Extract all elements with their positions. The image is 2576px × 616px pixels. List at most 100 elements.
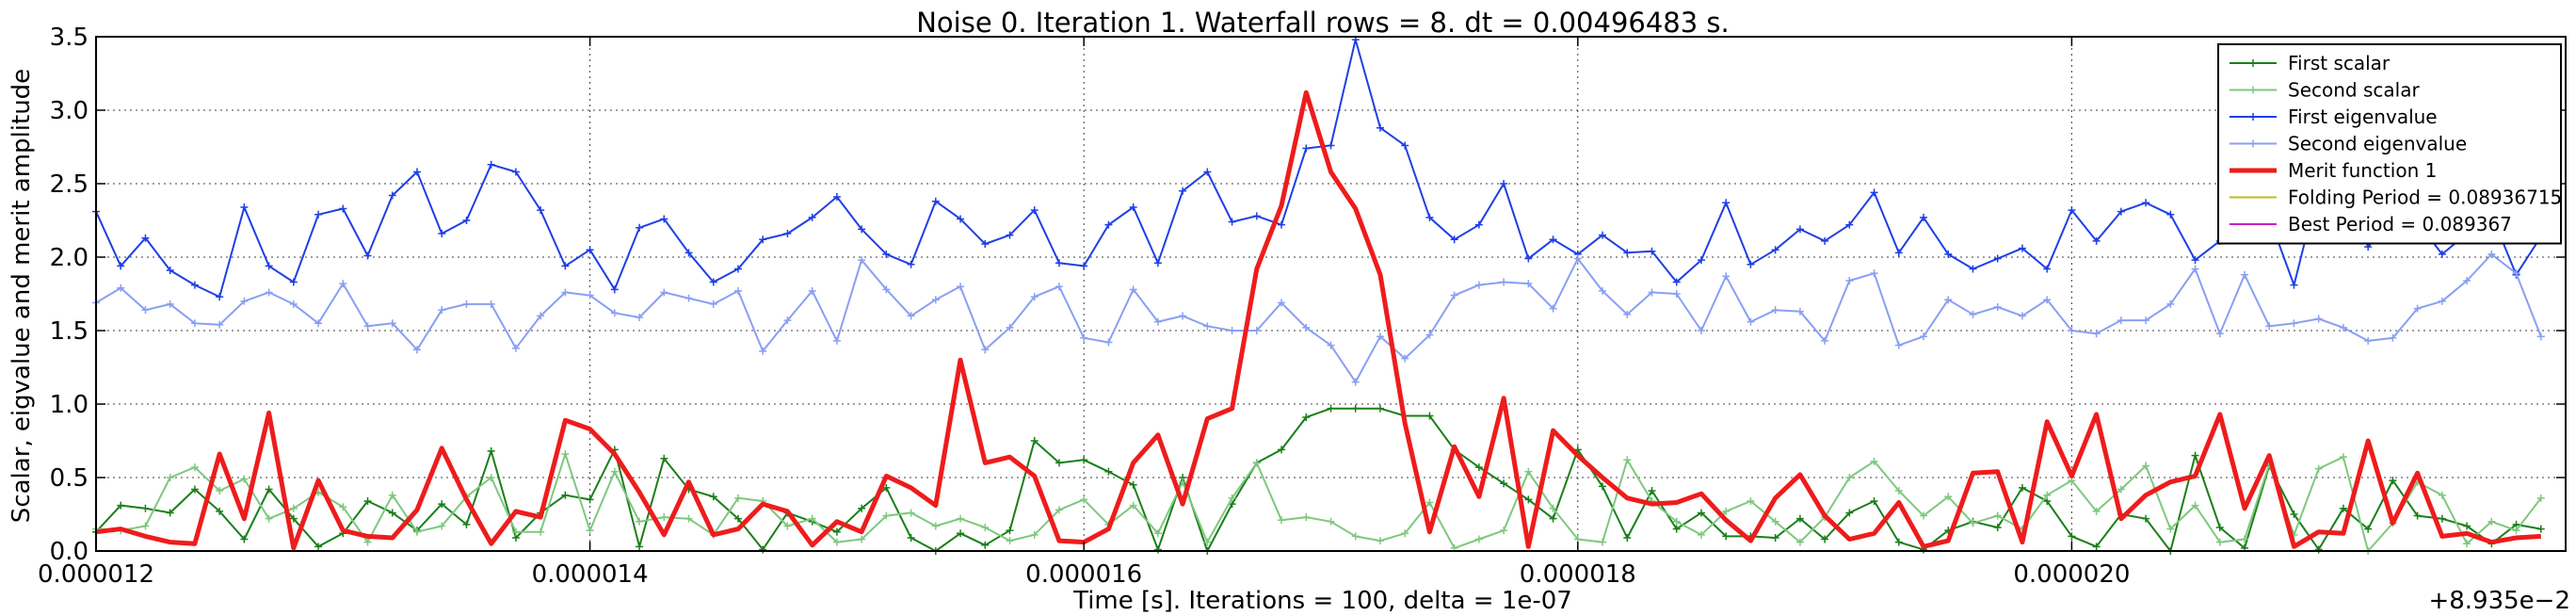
- x-tick-label: 0.000014: [532, 560, 649, 589]
- data-point-marker: [1030, 437, 1038, 445]
- y-tick-label: 1.0: [50, 391, 89, 419]
- legend-entry: Second scalar: [2230, 79, 2420, 102]
- data-point-marker: [2166, 525, 2175, 533]
- data-point-marker: [1080, 495, 1088, 504]
- data-point-marker: [931, 296, 940, 304]
- data-point-marker: [1351, 378, 1360, 386]
- data-point-marker: [610, 309, 619, 317]
- chart-title: Noise 0. Iteration 1. Waterfall rows = 8…: [916, 7, 1730, 39]
- data-point-marker: [1425, 412, 1434, 420]
- data-point-marker: [2068, 206, 2076, 215]
- series-line: [95, 252, 2542, 383]
- data-point-marker: [1845, 474, 1854, 481]
- data-point-marker: [363, 496, 372, 505]
- data-point-marker: [487, 474, 495, 481]
- data-point-marker: [1697, 327, 1705, 334]
- data-point-marker: [141, 522, 150, 530]
- data-point-marker: [808, 213, 816, 221]
- data-point-marker: [2536, 525, 2545, 533]
- data-point-marker: [2142, 462, 2150, 470]
- data-point-marker: [1104, 220, 1113, 229]
- data-point-marker: [1278, 446, 1286, 454]
- data-point-marker: [216, 487, 224, 495]
- data-point-marker: [1623, 456, 1632, 464]
- legend-marker: [2249, 86, 2257, 94]
- data-point-marker: [1524, 280, 1533, 288]
- legend-marker: [2249, 139, 2257, 148]
- data-point-marker: [2191, 265, 2199, 273]
- legend-entry: Folding Period = 0.08936715: [2230, 186, 2562, 209]
- data-point-marker: [1993, 254, 2002, 263]
- data-point-marker: [2339, 504, 2347, 512]
- data-point-marker: [1129, 203, 1137, 211]
- data-point-marker: [1327, 517, 1335, 526]
- series-layer: [92, 36, 2545, 555]
- data-point-marker: [1795, 514, 1804, 523]
- series-second-eigenvalue: [92, 250, 2545, 386]
- data-point-marker: [2043, 265, 2052, 273]
- data-point-marker: [2389, 477, 2397, 485]
- data-point-marker: [882, 250, 891, 258]
- data-point-marker: [289, 278, 298, 286]
- data-point-marker: [2142, 514, 2150, 523]
- data-point-marker: [438, 500, 446, 509]
- data-point-marker: [1327, 141, 1335, 150]
- data-point-marker: [166, 300, 174, 308]
- data-point-marker: [1030, 530, 1038, 539]
- data-point-marker: [1376, 332, 1384, 341]
- data-point-marker: [1129, 480, 1137, 489]
- data-point-marker: [1599, 538, 1607, 546]
- data-point-marker: [388, 191, 396, 200]
- data-point-marker: [412, 346, 421, 354]
- data-point-marker: [1376, 123, 1384, 132]
- data-point-marker: [1179, 312, 1187, 320]
- data-point-marker: [339, 280, 347, 288]
- y-tick-label: 3.0: [50, 97, 89, 125]
- data-point-marker: [1993, 303, 2002, 312]
- data-point-marker: [2191, 256, 2199, 265]
- data-point-marker: [907, 509, 915, 517]
- data-point-marker: [1203, 538, 1212, 546]
- data-point-marker: [561, 450, 570, 459]
- data-point-marker: [1697, 530, 1705, 539]
- data-point-marker: [2142, 316, 2150, 325]
- data-point-marker: [858, 256, 866, 265]
- data-point-marker: [1672, 525, 1681, 533]
- x-tick-label: 0.000016: [1025, 560, 1142, 589]
- data-point-marker: [1573, 254, 1582, 263]
- data-point-marker: [1104, 467, 1113, 476]
- data-point-marker: [240, 475, 249, 483]
- data-point-marker: [265, 262, 273, 270]
- legend-label: Second eigenvalue: [2288, 133, 2467, 155]
- data-point-marker: [1252, 459, 1261, 467]
- data-point-marker: [117, 284, 125, 292]
- data-point-marker: [733, 494, 742, 502]
- data-point-marker: [2463, 276, 2471, 284]
- data-point-marker: [1080, 333, 1088, 342]
- data-point-marker: [1474, 281, 1483, 289]
- data-point-marker: [1993, 524, 2002, 532]
- data-point-marker: [1722, 507, 1731, 515]
- data-point-marker: [2043, 491, 2052, 499]
- data-point-marker: [2142, 199, 2150, 207]
- data-point-marker: [2438, 297, 2446, 305]
- data-point-marker: [1006, 231, 1014, 239]
- data-point-marker: [1870, 269, 1878, 278]
- data-point-marker: [636, 543, 644, 551]
- data-point-marker: [2018, 312, 2026, 320]
- data-point-marker: [1821, 236, 1829, 245]
- data-point-marker: [2092, 330, 2101, 338]
- data-point-marker: [1474, 535, 1483, 543]
- data-point-marker: [1006, 323, 1014, 332]
- data-point-marker: [2117, 316, 2125, 325]
- data-point-marker: [2068, 327, 2076, 334]
- data-point-marker: [190, 485, 199, 494]
- y-tick-label: 0.5: [50, 464, 89, 493]
- data-point-marker: [1302, 513, 1311, 522]
- data-point-marker: [1524, 254, 1533, 263]
- data-point-marker: [1623, 310, 1632, 318]
- data-point-marker: [907, 533, 915, 542]
- data-point-marker: [2117, 207, 2125, 216]
- data-point-marker: [2241, 270, 2249, 279]
- data-point-marker: [1894, 487, 1903, 495]
